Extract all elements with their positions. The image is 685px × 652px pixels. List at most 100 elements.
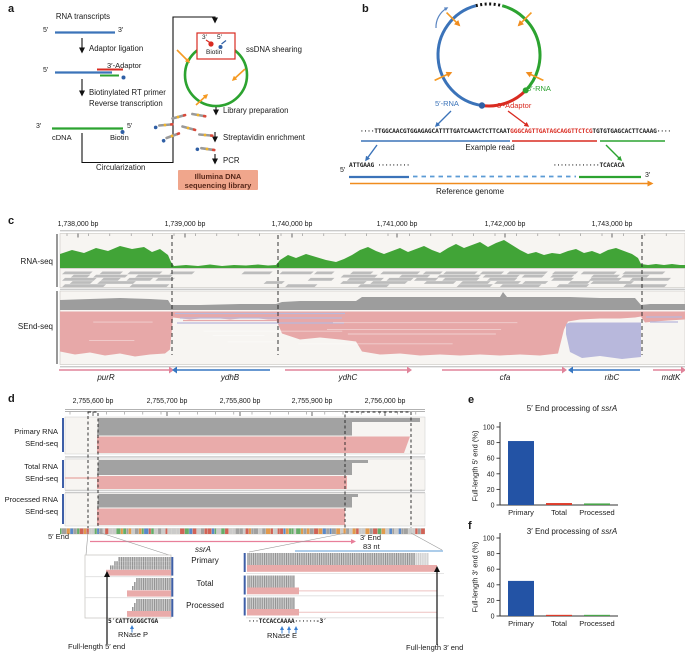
circularization-label: Circularization: [96, 163, 146, 172]
inset-row-label-primary: Primary: [191, 556, 219, 565]
read-adaptor-seq: GGGCAGTTGATAGCAGGTTCTCG: [510, 128, 593, 135]
gene-label-ribC: ribC: [604, 373, 620, 382]
ruler-tick-c-2: 1,740,000 bp: [271, 221, 313, 228]
chart-title-f: 3′ End processing of ssrA: [482, 527, 662, 536]
adaptor3-label: 3′-Adaptor: [107, 61, 142, 70]
example-read-sequence: ····TTGGCAACGTGGAGAGCATTTTGATCAAACTCTTCA…: [360, 128, 671, 135]
bar-primary: [508, 441, 534, 505]
rna3-label: 3′-RNA: [527, 84, 551, 93]
inset-row-label-total: Total: [196, 579, 214, 588]
rna5-label: 5′-RNA: [435, 99, 459, 108]
five-prime-label: 5′: [43, 27, 49, 34]
three-prime-label: 3′: [645, 172, 651, 179]
rnase-p-label: RNase P: [118, 630, 149, 639]
gene-label-mdtK: mdtK: [661, 373, 681, 382]
track-label-rnaseq: RNA-seq: [20, 257, 53, 266]
nt-83-label: 83 nt: [363, 542, 380, 551]
ruler-tick-c-3: 1,741,000 bp: [376, 221, 418, 228]
ytick-label: 80: [487, 551, 495, 558]
adaptor-ligation-step: Adaptor ligation: [89, 44, 144, 53]
ruler-tick-d-2: 2,755,800 bp: [219, 398, 261, 405]
bar-processed: [584, 614, 610, 616]
gene-label-ydhB: ydhB: [220, 373, 240, 382]
gene-label-ydhC: ydhC: [338, 373, 358, 382]
chart-ylabel-f: Full-length 3′ end (%): [470, 541, 480, 613]
pcr-label: PCR: [223, 156, 240, 165]
ytick-label: 40: [487, 471, 495, 478]
panel-label-f: f: [468, 520, 472, 532]
three-prime-label: 3′: [36, 123, 42, 130]
five-prime-label: 5′: [340, 167, 346, 174]
anchor-left-seq: ATTGAAG ·········: [349, 162, 410, 169]
ruler-tick-d-1: 2,755,700 bp: [146, 398, 188, 405]
reverse-transcription-step: Reverse transcription: [89, 99, 163, 108]
bar-total: [546, 503, 572, 505]
ytick-label: 20: [487, 598, 495, 605]
track-total-rna: Total RNA: [24, 462, 58, 471]
gene-label-purR: purR: [97, 373, 115, 382]
library-preparation-label: Library preparation: [223, 106, 289, 115]
bar-label: Total: [551, 508, 567, 517]
read-left-seq: ····TTGGCAACGTGGAGAGCATTTTGATCAAACTCTTCA…: [360, 128, 511, 135]
ruler-tick-c-4: 1,742,000 bp: [484, 221, 526, 228]
ytick-label: 20: [487, 487, 495, 494]
streptavidin-label: Streptavidin enrichment: [223, 133, 305, 142]
track-total-sendseq: SEnd-seq: [25, 474, 58, 483]
ytick-label: 60: [487, 456, 495, 463]
example-read-label: Example read: [465, 143, 515, 152]
panel-b-diagram: [349, 2, 665, 187]
track-primary-sendseq: SEnd-seq: [25, 439, 58, 448]
ytick-label: 0: [491, 614, 495, 621]
chart-title-e: 5′ End processing of ssrA: [482, 404, 662, 413]
five-end-label: 5′ End: [48, 532, 70, 541]
rna-transcripts-label: RNA transcripts: [55, 12, 111, 21]
track-label-sendseq: SEnd-seq: [17, 322, 53, 331]
circle-three-prime: 3′: [202, 34, 207, 41]
anchor-right-seq: ·············TCACACA: [553, 162, 625, 169]
read-right-seq: TGTGTGAGCACTTCAAAG····: [592, 128, 672, 135]
five-prime-label: 5′: [127, 123, 133, 130]
reference-genome-label: Reference genome: [435, 187, 505, 196]
three-end-label: 3′ End: [360, 533, 382, 542]
inset-row-label-processed: Processed: [186, 601, 224, 610]
full-length-5end-label: Full-length 5′ end: [68, 642, 126, 651]
ruler-tick-c-0: 1,738,000 bp: [57, 221, 99, 228]
track-processed-rna: Processed RNA: [4, 495, 58, 504]
track-processed-sendseq: SEnd-seq: [25, 507, 58, 516]
chart-title-prefix: 5′ End processing of: [526, 404, 602, 413]
ytick-label: 0: [491, 503, 495, 510]
panel-label-e: e: [468, 394, 475, 406]
ytick-label: 100: [483, 536, 495, 543]
chart-5end-processing: 0 20 40 60 80 100 Primary Total Processed 5′ End …: [462, 393, 685, 520]
ytick-label: 40: [487, 582, 495, 589]
circle-biotin-label: Biotin: [206, 49, 223, 56]
bar-chart-e: 0 20 40 60 80 100 Primary Total Processed: [483, 422, 618, 517]
chart-title-prefix: 3′ End processing of: [526, 527, 602, 536]
adaptor3-label: 3′-Adaptor: [497, 101, 532, 110]
ruler-tick-d-4: 2,756,000 bp: [364, 398, 406, 405]
chart-title-gene: ssrA: [601, 527, 618, 536]
seq-3prime: ···TCCACCAAAA······-3′: [248, 618, 327, 625]
seq-5prime: 5′CATTGGGGCTGA: [108, 618, 159, 625]
ruler-tick-c-1: 1,739,000 bp: [164, 221, 206, 228]
bar-label: Total: [551, 619, 567, 628]
three-prime-label: 3′: [118, 27, 124, 34]
panel-c-browser: [56, 230, 685, 374]
illumina-line2: sequencing library: [184, 181, 252, 190]
panel-label-d: d: [8, 393, 15, 405]
ytick-label: 100: [483, 425, 495, 432]
five-prime-label: 5′: [43, 67, 49, 74]
full-length-3end-label: Full-length 3′ end: [406, 643, 464, 652]
chart-3end-processing: 0 20 40 60 80 100 Primary Total Processed 3′ End …: [462, 518, 685, 652]
gene-label-cfa: cfa: [499, 373, 511, 382]
bar-total: [546, 614, 572, 616]
ytick-label: 60: [487, 567, 495, 574]
ssdna-shearing-label: ssDNA shearing: [246, 45, 302, 54]
panel-d-browser: [60, 409, 444, 645]
panel-label-a: a: [8, 3, 15, 15]
panel-label-b: b: [362, 3, 369, 15]
circle-five-prime: 5′: [217, 34, 222, 41]
bar-label: Processed: [579, 508, 614, 517]
bar-label: Primary: [508, 619, 534, 628]
